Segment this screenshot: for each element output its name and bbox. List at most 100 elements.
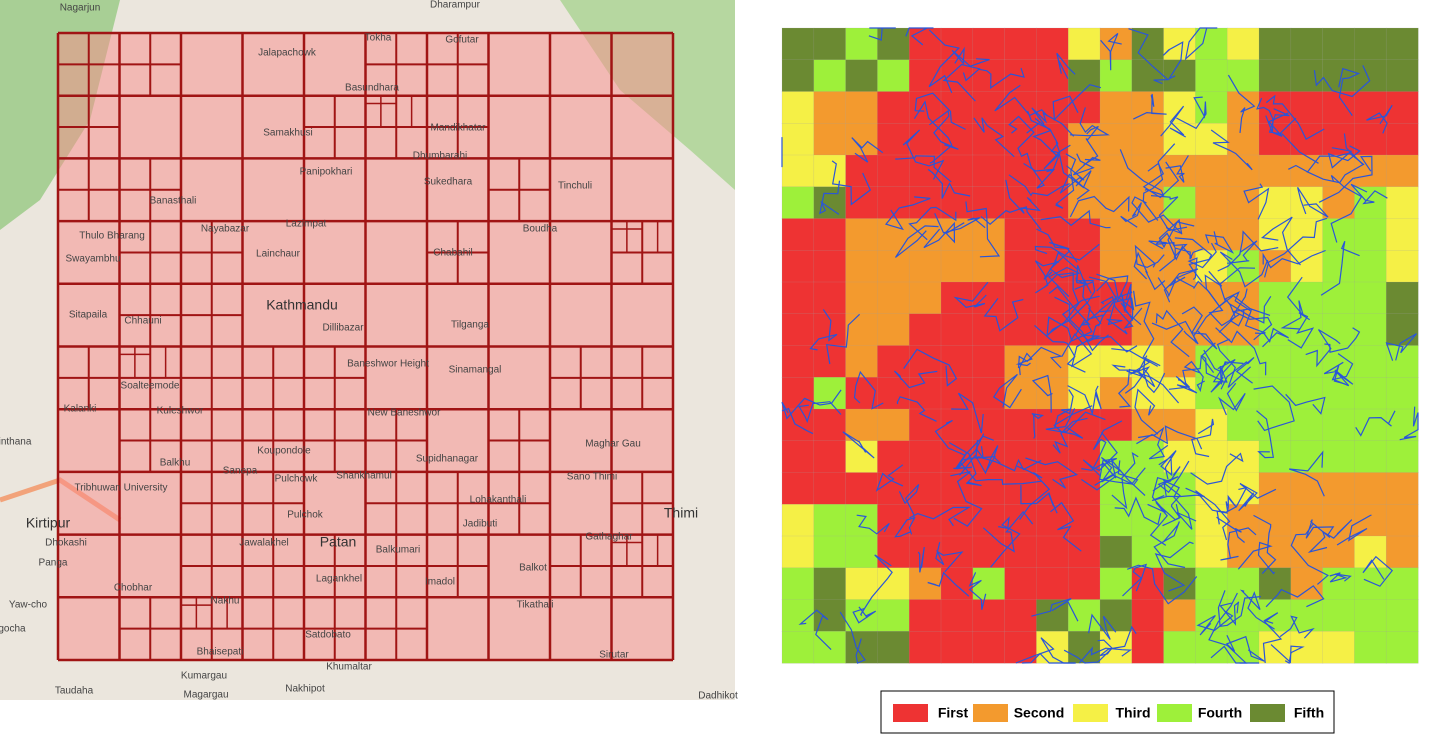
- road-network: [1320, 240, 1360, 296]
- grid-cell: [1195, 27, 1228, 61]
- road-network: [1036, 228, 1078, 263]
- grid-cell: [1290, 408, 1324, 442]
- road-network: [959, 445, 1001, 476]
- grid-cell: [1004, 250, 1037, 283]
- grid-cell: [877, 599, 910, 632]
- grid-cell: [1163, 504, 1196, 537]
- grid-cell: [845, 186, 878, 220]
- place-label: Jadibuti: [463, 519, 497, 530]
- road-network: [1015, 637, 1076, 664]
- grid-cell: [1290, 472, 1324, 505]
- grid-cell: [1290, 91, 1324, 124]
- grid-cell: [940, 599, 974, 632]
- place-label: Dharampur: [430, 0, 481, 11]
- grid-cell: [1099, 186, 1133, 220]
- grid-cell: [940, 313, 974, 347]
- grid-cell: [1163, 472, 1196, 505]
- road-network: [1225, 635, 1265, 662]
- road-network: [1165, 155, 1189, 183]
- road-network: [1133, 93, 1167, 120]
- grid-cell: [1258, 535, 1292, 569]
- road-network: [1031, 598, 1079, 622]
- grid-cell: [1163, 313, 1196, 347]
- place-label: Thimi: [664, 505, 698, 521]
- grid-cell: [1226, 27, 1260, 61]
- road-network: [894, 225, 939, 258]
- grid-cell: [1099, 599, 1133, 632]
- grid-cell: [1131, 27, 1165, 61]
- grid-cell: [1099, 59, 1133, 93]
- grid-cell: [1036, 504, 1069, 537]
- grid-cell: [1004, 377, 1037, 410]
- grid-cell: [1322, 250, 1355, 283]
- grid-cell: [1258, 154, 1292, 188]
- grid-cell: [1385, 59, 1419, 93]
- grid-cell: [1322, 91, 1355, 124]
- grid-cell: [1067, 27, 1101, 61]
- grid-cell: [1131, 91, 1165, 124]
- grid-cell: [1322, 599, 1355, 632]
- place-label: Chobhar: [114, 583, 153, 594]
- grid-cell: [1354, 535, 1387, 569]
- place-label: Shankhamul: [336, 471, 392, 482]
- grid-cell: [1322, 313, 1355, 347]
- place-label: Jawalakhel: [239, 538, 288, 549]
- road-network: [1138, 426, 1169, 460]
- grid-cell: [908, 123, 942, 156]
- grid-cell: [1195, 567, 1228, 601]
- grid-cell: [813, 27, 847, 61]
- road-network: [1193, 280, 1241, 327]
- grid-cell: [877, 281, 910, 315]
- road-network: [1098, 291, 1134, 322]
- road-network: [1399, 406, 1419, 441]
- grid-cell: [1322, 123, 1355, 156]
- road-network: [1195, 490, 1231, 541]
- grid-cell: [781, 599, 815, 632]
- grid-cell: [972, 472, 1006, 505]
- road-network: [1305, 329, 1341, 368]
- legend-label: Second: [1014, 705, 1065, 721]
- grid-cell: [1004, 281, 1037, 315]
- grid-cell: [1036, 59, 1069, 93]
- grid-cell: [908, 250, 942, 283]
- road-network: [1201, 342, 1224, 393]
- legend-label: Third: [1116, 705, 1151, 721]
- grid-cell: [845, 218, 878, 251]
- road-network: [781, 389, 842, 420]
- grid-cell: [813, 186, 847, 220]
- grid-cell: [813, 154, 847, 188]
- place-label: Sirutar: [599, 650, 629, 661]
- grid-cell: [781, 281, 815, 315]
- road-network: [1088, 613, 1117, 640]
- grid-cell: [845, 567, 878, 601]
- road-network: [1059, 173, 1090, 200]
- road-network: [934, 213, 986, 234]
- grid-cell: [1354, 631, 1387, 664]
- grid-cell: [1354, 250, 1387, 283]
- grid-cell: [1099, 218, 1133, 251]
- road-network: [853, 370, 884, 410]
- grid-cell: [1036, 377, 1069, 410]
- grid-cell: [1322, 218, 1355, 251]
- road-network: [1238, 482, 1277, 512]
- grid-cell: [1385, 631, 1419, 664]
- road-network: [1355, 410, 1396, 437]
- grid-cell: [940, 218, 974, 251]
- road-network: [1081, 459, 1146, 496]
- grid-cell: [845, 281, 878, 315]
- grid-cell: [972, 281, 1006, 315]
- place-label: Magargau: [183, 690, 228, 701]
- grid-cell: [1163, 535, 1196, 569]
- place-label: Tilganga: [451, 320, 489, 331]
- grid-cell: [813, 123, 847, 156]
- place-label: Chabahil: [433, 248, 472, 259]
- grid-cell: [877, 27, 910, 61]
- grid-cell: [1195, 154, 1228, 188]
- road-network: [1313, 65, 1371, 98]
- grid-cell: [845, 27, 878, 61]
- grid-cell: [1226, 440, 1260, 474]
- grid-cell: [1258, 345, 1292, 378]
- place-label: Maghar Gau: [585, 439, 641, 450]
- road-network: [953, 281, 989, 308]
